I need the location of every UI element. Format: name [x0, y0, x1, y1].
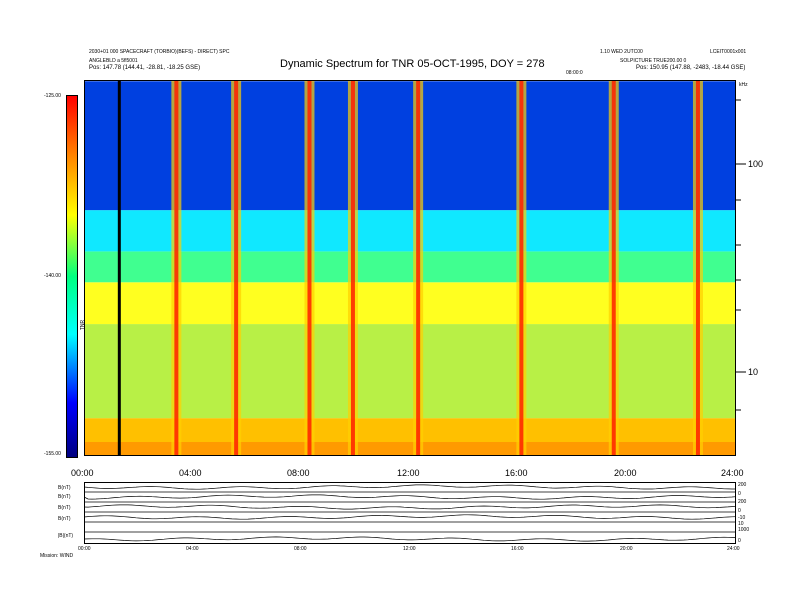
chart-title: Dynamic Spectrum for TNR 05-OCT-1995, DO…: [280, 58, 545, 70]
header-left-line1: 2030+01 000 SPACECRAFT (TORBIO)(BEFS) - …: [89, 49, 230, 55]
spectrum-band-5: [84, 81, 736, 211]
radio-burst-7: [692, 80, 703, 456]
spectrum-band-low-edge: [84, 442, 736, 456]
panel-right-tick-8: 0: [738, 538, 741, 544]
radio-burst-0: [171, 80, 182, 456]
right-axis: [736, 99, 746, 411]
spectrum-band-2: [84, 282, 736, 325]
panel-label-2: B(nT): [58, 494, 71, 500]
y-tick-100: 100: [748, 159, 764, 169]
radio-burst-4: [413, 80, 424, 456]
radio-burst-2: [304, 80, 315, 456]
panel-x-tick-0: 00:00: [78, 546, 91, 552]
panel-x-tick-6: 24:00: [727, 546, 740, 552]
radio-burst-5: [516, 80, 527, 456]
panel-x-tick-5: 20:00: [620, 546, 633, 552]
x-tick-0: 00:00: [71, 468, 94, 478]
panel-right-tick-7: 1000: [738, 527, 750, 533]
panel-right-tick-1: 200: [738, 482, 747, 488]
panel-right-tick-6: 10: [738, 521, 744, 527]
spectrum-band-3: [84, 251, 736, 283]
x-tick-3: 12:00: [397, 468, 420, 478]
x-tick-1: 04:00: [179, 468, 202, 478]
x-tick-6: 24:00: [721, 468, 744, 478]
panel-label-5: |B|(nT): [58, 533, 74, 539]
panel-trace-1: [84, 494, 736, 500]
colorbar-tick-mid: -140.00: [44, 273, 61, 279]
radio-burst-1: [231, 80, 242, 456]
panel-trace-0: [84, 484, 736, 490]
x-tick-2: 08:00: [287, 468, 310, 478]
panel-right-tick-4: 0: [738, 508, 741, 514]
colorbar: [66, 95, 78, 458]
header-mid-label: 08:00:0: [566, 70, 583, 76]
y-tick-10: 10: [748, 367, 759, 377]
spectrum-band-4: [84, 210, 736, 252]
data-gap-marker: [117, 80, 121, 456]
spectrum-band-1: [84, 324, 736, 419]
panel-right-tick-5: -10: [738, 515, 746, 521]
panel-x-tick-2: 08:00: [294, 546, 307, 552]
colorbar-tick-top: -125.00: [44, 93, 61, 99]
spectrogram: [84, 80, 736, 456]
panel-x-tick-4: 16:00: [511, 546, 524, 552]
panel-x-tick-1: 04:00: [186, 546, 199, 552]
header-right-line1: 1.10 WED 2UTC00: [600, 49, 643, 55]
mag-panels: [84, 482, 736, 544]
panel-label-3: B(nT): [58, 505, 71, 511]
x-tick-5: 20:00: [614, 468, 637, 478]
panel-label-1: B(nT): [58, 485, 71, 491]
y-unit-label: kHz: [739, 82, 748, 88]
panel-label-4: B(nT): [58, 516, 71, 522]
footer-label: Mission: WIND: [40, 553, 74, 559]
panel-right-tick-2: 0: [738, 491, 741, 497]
header-left-pos: Pos: 147.78 (144.41, -28.81, -18.25 GSE): [89, 65, 201, 71]
radio-burst-6: [608, 80, 619, 456]
x-tick-4: 16:00: [505, 468, 528, 478]
header-right-line2: LCEIT0001x001: [710, 49, 747, 55]
radio-burst-3: [347, 80, 358, 456]
panel-right-tick-3: 200: [738, 499, 747, 505]
colorbar-tick-bottom: -155.00: [44, 451, 61, 457]
panel-trace-4: [84, 536, 736, 542]
panel-trace-3: [84, 514, 736, 520]
panel-trace-2: [84, 504, 736, 510]
header-right-pos: Pos: 150.95 (147.88, -2483, -18.44 GSE): [636, 65, 746, 71]
header-left-line2: ANGLEBLD a 5fl5001: [89, 58, 138, 64]
panel-x-tick-3: 12:00: [403, 546, 416, 552]
header-right-line3: SOLPICTURE TRUE200.00 0: [620, 58, 687, 64]
